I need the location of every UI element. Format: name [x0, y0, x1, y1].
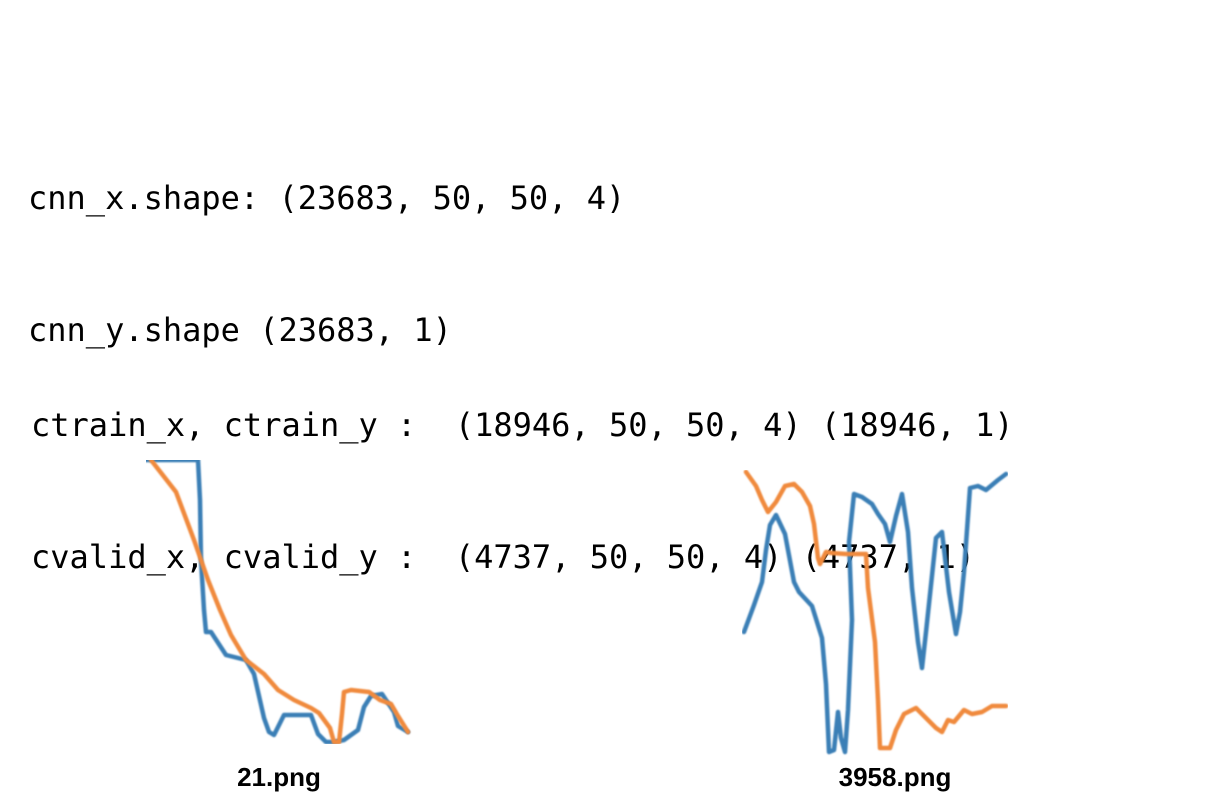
output-line-cnn-y-shape: cnn_y.shape (23683, 1): [28, 311, 452, 349]
output-line-valid-split: cvalid_x, cvalid_y : (4737, 50, 50, 4) (…: [31, 538, 976, 576]
image-thumbnail-21: [146, 460, 412, 744]
output-line-train-split: ctrain_x, ctrain_y : (18946, 50, 50, 4) …: [31, 406, 1014, 444]
image-21-orange-line: [148, 460, 411, 744]
image-caption-21: 21.png: [237, 762, 321, 792]
split-output: ctrain_x, ctrain_y : (18946, 50, 50, 4) …: [31, 315, 1014, 623]
image-caption-3958: 3958.png: [838, 762, 952, 792]
image-thumbnail-3958: [742, 470, 1008, 756]
line-image-3958: [742, 470, 1008, 755]
output-line-cnn-x-shape: cnn_x.shape: (23683, 50, 50, 4): [28, 179, 626, 217]
line-image-21: [146, 460, 411, 744]
image-21-blue-line: [146, 460, 411, 744]
image-3958-orange-line: [743, 470, 1008, 751]
image-3958-blue-line: [742, 471, 1008, 755]
shape-output: cnn_x.shape: (23683, 50, 50, 4) cnn_y.sh…: [28, 88, 625, 396]
